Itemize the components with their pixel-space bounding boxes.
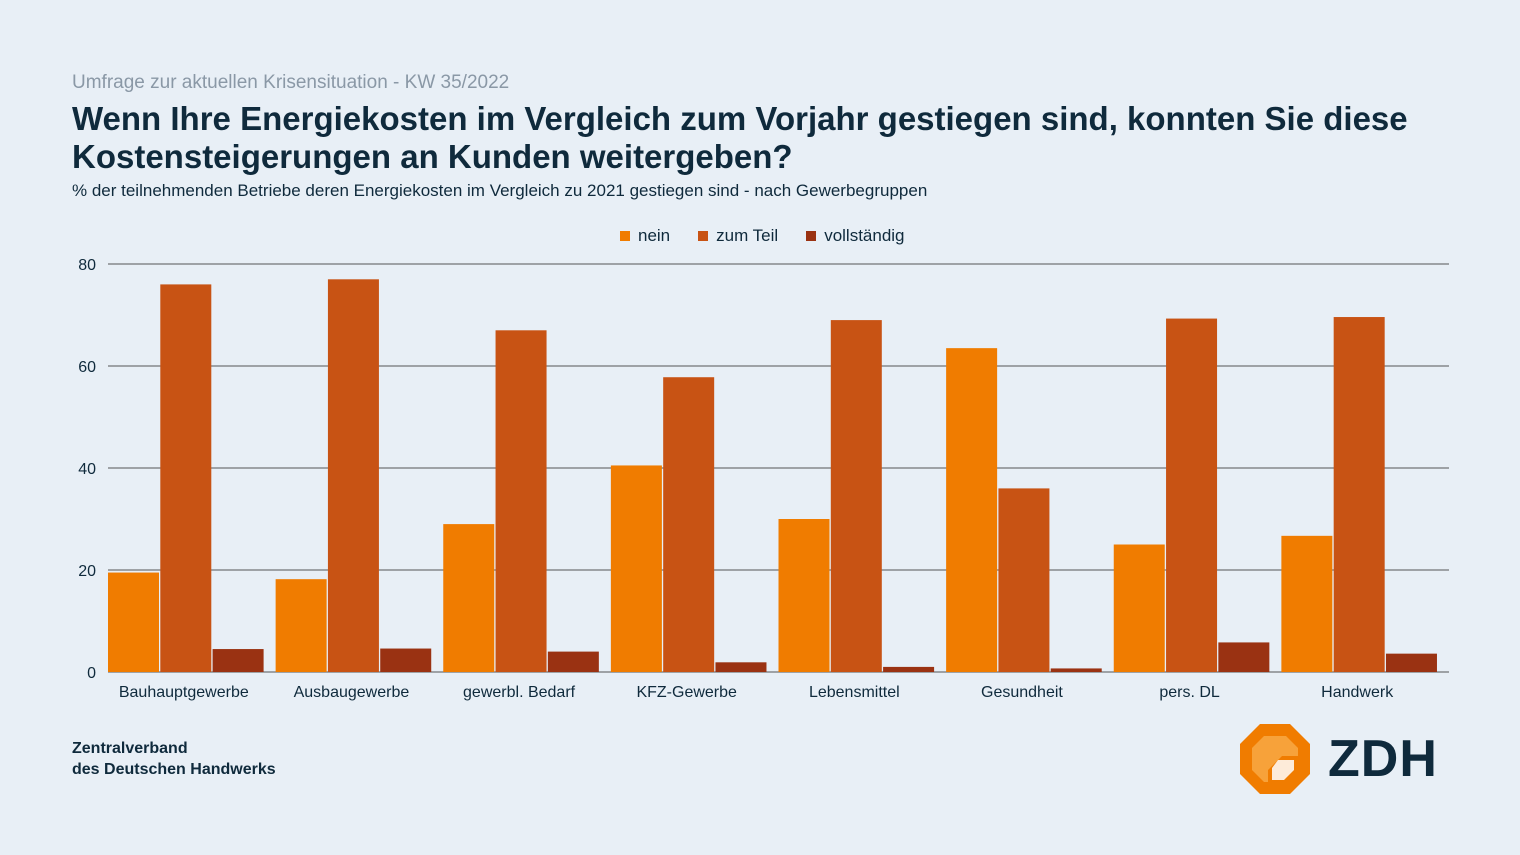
chart-title: Wenn Ihre Energiekosten im Vergleich zum…: [72, 100, 1472, 176]
legend-item-nein: nein: [620, 226, 670, 246]
legend-item-zum-teil: zum Teil: [698, 226, 778, 246]
y-tick-label-0: 0: [87, 665, 96, 682]
organization-name: Zentralverband des Deutschen Handwerks: [72, 738, 276, 780]
legend-label-zum-teil: zum Teil: [716, 226, 779, 245]
legend-swatch-zum-teil: [698, 231, 709, 241]
x-tick-label-7: Handwerk: [1321, 684, 1394, 701]
bar-vollständig-0: [212, 649, 264, 672]
bar-vollständig-1: [380, 648, 432, 672]
zdh-logo: ZDH: [1238, 722, 1438, 796]
bar-zum-teil-5: [998, 488, 1050, 672]
x-tick-label-3: KFZ-Gewerbe: [636, 684, 737, 701]
bar-zum-teil-0: [160, 284, 212, 672]
legend-item-vollstaendig: vollständig: [806, 226, 905, 246]
bar-nein-7: [1281, 535, 1333, 672]
x-tick-label-0: Bauhauptgewerbe: [119, 684, 249, 701]
x-tick-label-5: Gesundheit: [981, 684, 1063, 701]
bar-nein-3: [610, 465, 662, 672]
bar-nein-1: [275, 579, 327, 672]
bar-nein-4: [778, 519, 830, 672]
bar-zum-teil-3: [663, 377, 715, 672]
org-line-2: des Deutschen Handwerks: [72, 761, 276, 778]
legend-label-nein: nein: [638, 226, 671, 245]
zdh-logo-text: ZDH: [1328, 730, 1438, 788]
x-tick-label-4: Lebensmittel: [809, 684, 900, 701]
bar-vollständig-6: [1218, 642, 1270, 672]
y-tick-label-40: 40: [78, 461, 96, 478]
bar-vollständig-3: [715, 662, 767, 672]
bar-vollständig-7: [1385, 653, 1437, 672]
bar-zum-teil-2: [495, 330, 547, 672]
title-line-1: Wenn Ihre Energiekosten im Vergleich zum…: [72, 100, 1408, 137]
y-tick-label-20: 20: [78, 563, 96, 580]
x-tick-label-1: Ausbaugewerbe: [294, 684, 410, 701]
y-tick-label-80: 80: [78, 257, 96, 274]
legend-swatch-vollstaendig: [806, 231, 817, 241]
legend-swatch-nein: [620, 231, 630, 241]
bar-nein-0: [108, 572, 159, 672]
bar-nein-5: [946, 348, 998, 672]
legend-label-vollstaendig: vollständig: [824, 226, 905, 245]
chart-subtitle: % der teilnehmenden Betriebe deren Energ…: [72, 181, 928, 200]
title-line-2: Kostensteigerungen an Kunden weitergeben…: [72, 138, 793, 175]
bar-vollständig-5: [1050, 668, 1102, 672]
bar-zum-teil-7: [1333, 317, 1385, 672]
bar-vollständig-4: [883, 666, 935, 672]
bar-nein-6: [1113, 544, 1165, 672]
bar-zum-teil-6: [1166, 318, 1218, 672]
zdh-logo-icon: [1240, 724, 1310, 794]
bar-zum-teil-1: [327, 279, 379, 672]
kicker-text: Umfrage zur aktuellen Krisensituation - …: [72, 72, 510, 93]
y-tick-label-60: 60: [78, 359, 96, 376]
x-tick-label-2: gewerbl. Bedarf: [463, 684, 576, 701]
bar-vollständig-2: [547, 651, 599, 672]
bar-nein-2: [443, 524, 495, 672]
bar-zum-teil-4: [830, 320, 882, 672]
bar-chart: 0 20 40 60 80 Bauhauptgewerbe Ausbaugewerbe gew…: [78, 257, 1449, 701]
chart-legend: nein zum Teil vollständig: [620, 226, 905, 246]
org-line-1: Zentralverband: [72, 740, 188, 757]
x-tick-label-6: pers. DL: [1159, 684, 1220, 701]
